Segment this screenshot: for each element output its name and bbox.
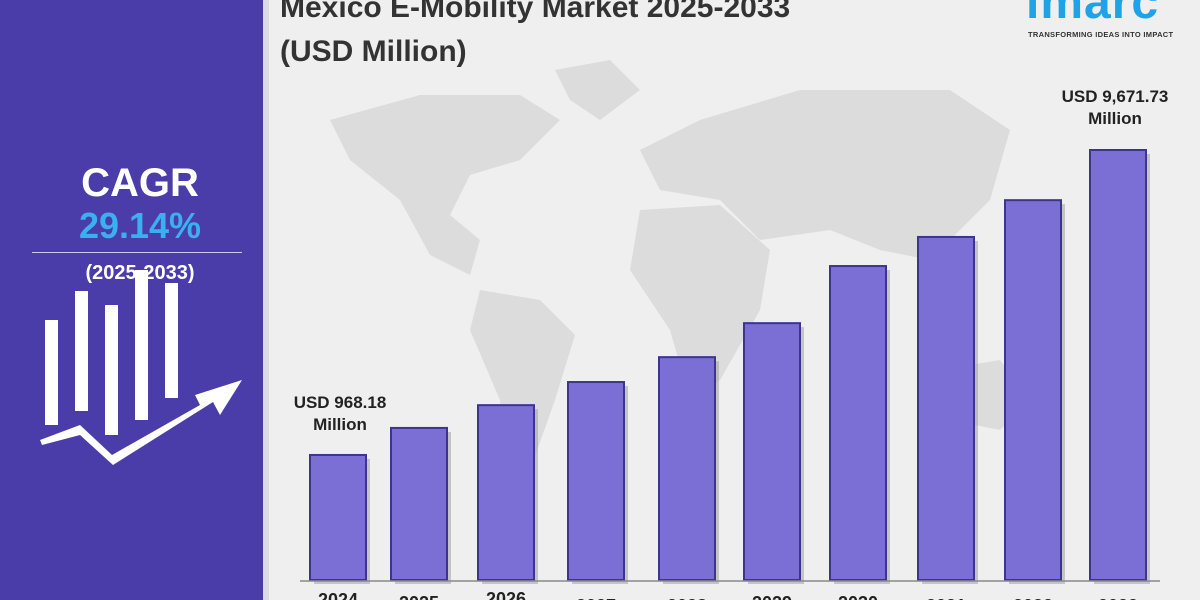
bar-2032 — [1004, 199, 1062, 581]
x-tick-2027: 2027 — [576, 596, 616, 600]
bar-2030 — [829, 265, 887, 581]
x-tick-2030: 2030 — [838, 593, 878, 600]
annotation-2024: USD 968.18 Million — [270, 392, 410, 436]
bar-2029 — [743, 322, 801, 581]
world-map-background — [330, 60, 1030, 480]
annotation-2033-value: USD 9,671.73 — [1061, 87, 1169, 106]
bar-2025 — [390, 426, 448, 581]
x-tick-2029: 2029 — [752, 593, 792, 600]
imarc-logo: imarc — [1026, 0, 1160, 29]
growth-chart-icon — [40, 270, 242, 465]
cagr-value: 29.14% — [78, 205, 202, 246]
annotation-2033-unit: Million — [1088, 109, 1142, 128]
x-tick-2033: 2033 — [1098, 596, 1138, 600]
panel-edge — [263, 0, 269, 600]
chart-title-line2: (USD Million) — [280, 35, 467, 68]
annotation-2033: USD 9,671.73 Million — [1040, 86, 1190, 130]
annotation-2024-unit: Million — [313, 415, 367, 434]
bar-2027 — [567, 381, 625, 582]
divider — [32, 252, 242, 253]
chart-title-line1: Mexico E-Mobility Market 2025-2033 — [280, 0, 791, 24]
logo-tagline: TRANSFORMING IDEAS INTO IMPACT — [1028, 30, 1174, 39]
bar-2026 — [477, 404, 535, 581]
x-tick-2024: 2024 — [318, 590, 358, 600]
x-tick-2026: 2026 — [486, 589, 526, 600]
bar-2024 — [309, 453, 367, 581]
cagr-panel — [0, 0, 263, 600]
x-tick-2028: 2028 — [667, 596, 707, 600]
bar-2033 — [1089, 149, 1147, 581]
x-tick-2031: 2031 — [926, 596, 966, 600]
cagr-label: CAGR — [81, 161, 199, 205]
x-tick-2025: 2025 — [399, 593, 439, 600]
x-tick-2032: 2032 — [1013, 596, 1053, 600]
annotation-2024-value: USD 968.18 — [293, 393, 387, 412]
bar-2028 — [658, 356, 716, 581]
bar-2031 — [917, 235, 975, 581]
